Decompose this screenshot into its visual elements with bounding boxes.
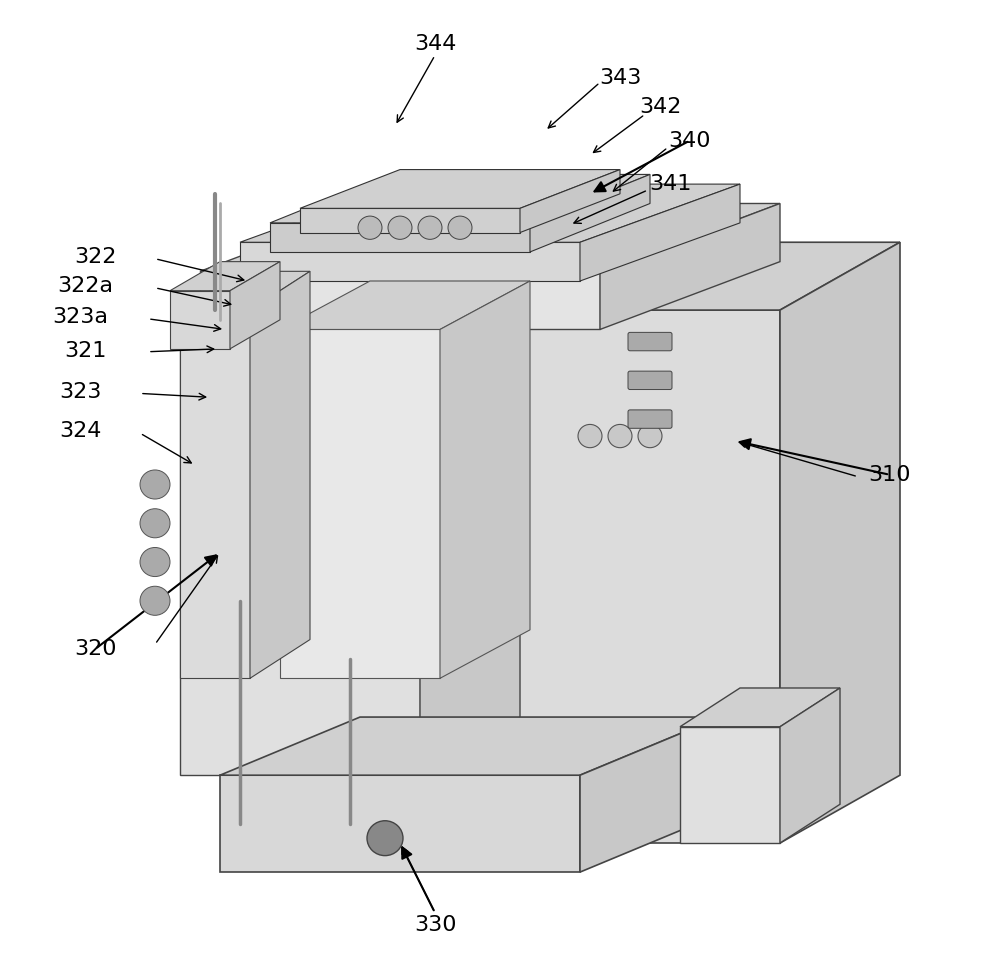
Polygon shape [440,281,530,678]
Text: 344: 344 [414,34,456,53]
Text: 330: 330 [414,916,456,935]
Text: 322a: 322a [57,276,113,296]
Polygon shape [680,688,840,727]
Polygon shape [270,223,530,252]
Circle shape [608,424,632,448]
Text: 324: 324 [59,422,101,441]
Polygon shape [420,242,900,310]
FancyBboxPatch shape [628,332,672,351]
Polygon shape [300,208,520,233]
Circle shape [140,470,170,499]
Text: 320: 320 [74,640,116,659]
Polygon shape [250,271,310,678]
Polygon shape [180,310,420,775]
Text: 322: 322 [74,247,116,266]
Polygon shape [520,170,620,233]
Text: 321: 321 [64,341,106,360]
FancyBboxPatch shape [628,371,672,390]
Polygon shape [240,242,580,281]
Polygon shape [580,184,740,281]
Polygon shape [780,688,840,843]
Circle shape [638,424,662,448]
Polygon shape [580,717,720,872]
Text: 342: 342 [639,97,681,116]
Polygon shape [530,174,650,252]
Polygon shape [270,174,650,223]
Circle shape [358,216,382,239]
Text: 341: 341 [649,174,691,194]
Polygon shape [230,262,280,349]
Polygon shape [220,717,720,775]
Circle shape [578,424,602,448]
Polygon shape [180,310,250,678]
Circle shape [140,547,170,577]
Circle shape [140,509,170,538]
Polygon shape [420,310,780,843]
Polygon shape [200,271,600,329]
Circle shape [448,216,472,239]
Circle shape [418,216,442,239]
Circle shape [388,216,412,239]
Polygon shape [240,184,740,242]
Polygon shape [200,203,780,271]
Polygon shape [600,203,780,329]
Polygon shape [170,291,230,349]
Text: 343: 343 [599,68,641,87]
Polygon shape [220,775,580,872]
Text: 310: 310 [869,465,911,484]
Polygon shape [280,281,530,329]
Polygon shape [420,252,520,775]
Circle shape [367,821,403,856]
Polygon shape [780,242,900,843]
Text: 323: 323 [59,383,101,402]
Text: 340: 340 [669,131,711,150]
Polygon shape [680,727,780,843]
Text: 323a: 323a [52,307,108,327]
Polygon shape [300,170,620,208]
Polygon shape [280,329,440,678]
Polygon shape [180,252,520,310]
Polygon shape [170,262,280,291]
FancyBboxPatch shape [628,410,672,428]
Polygon shape [180,271,310,310]
Circle shape [140,586,170,615]
